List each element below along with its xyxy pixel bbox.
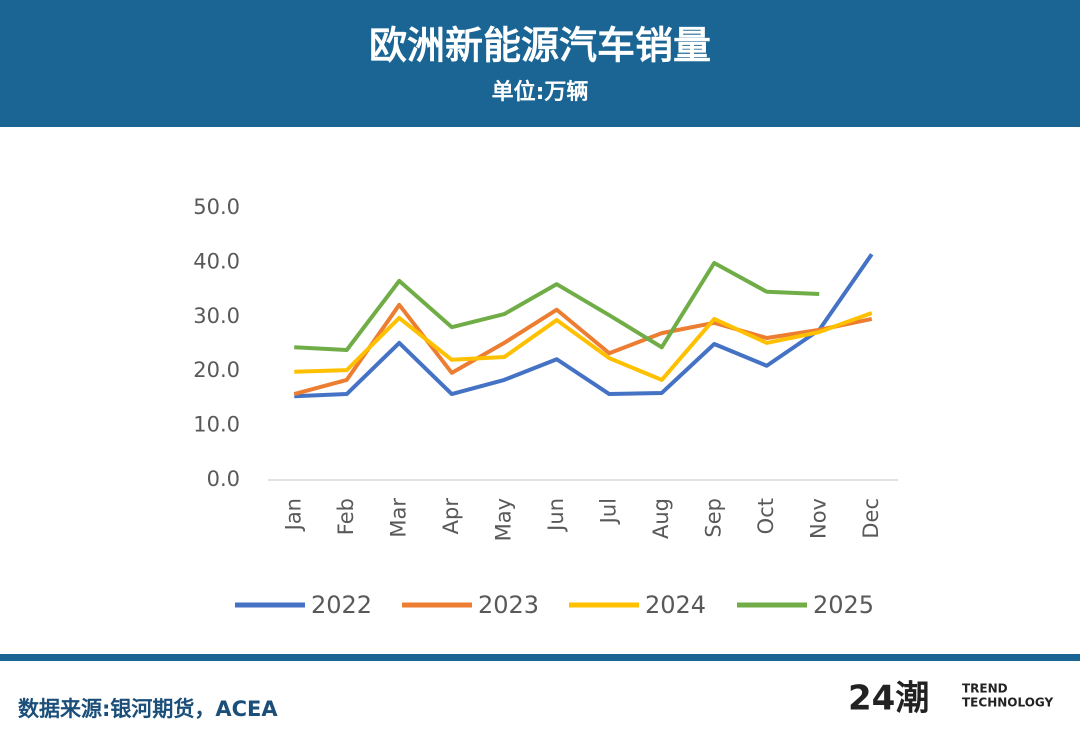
- x-tick-label: Nov: [806, 498, 830, 539]
- logo-text: TECHNOLOGY: [962, 696, 1053, 710]
- chart-title: 欧洲新能源汽车销量: [369, 24, 711, 68]
- data-line: [293, 302, 873, 396]
- x-tick-label: Jul: [596, 498, 620, 525]
- x-tick-label: Jan: [281, 498, 305, 532]
- data-line: [294, 253, 874, 399]
- data-line: [294, 311, 873, 382]
- x-tick-label: Apr: [439, 498, 463, 535]
- legend-label: 2024: [645, 591, 706, 619]
- logo-mark: 24潮: [848, 679, 929, 719]
- y-tick-label: 20.0: [193, 358, 240, 382]
- x-tick-label: Dec: [859, 498, 883, 539]
- logo-text: TREND: [962, 682, 1008, 696]
- y-tick-label: 0.0: [207, 467, 240, 491]
- y-tick-label: 10.0: [193, 413, 240, 437]
- legend-label: 2022: [311, 591, 372, 619]
- x-tick-label: Oct: [754, 498, 778, 534]
- x-tick-label: Sep: [701, 498, 725, 538]
- footer-rule: [0, 654, 1080, 661]
- source-note: 数据来源:银河期货，ACEA: [18, 697, 278, 721]
- header-band: [0, 0, 1080, 127]
- x-tick-label: Mar: [386, 498, 410, 538]
- y-tick-label: 50.0: [193, 195, 240, 219]
- x-tick-label: Jun: [544, 498, 568, 533]
- x-tick-label: Aug: [649, 498, 673, 539]
- legend-label: 2025: [813, 591, 874, 619]
- data-line: [294, 260, 820, 352]
- y-tick-label: 40.0: [193, 249, 240, 273]
- x-tick-label: May: [491, 498, 515, 541]
- y-tick-label: 30.0: [193, 304, 240, 328]
- chart-subtitle: 单位:万辆: [492, 79, 589, 105]
- legend-label: 2023: [478, 591, 539, 619]
- x-tick-label: Feb: [334, 498, 358, 535]
